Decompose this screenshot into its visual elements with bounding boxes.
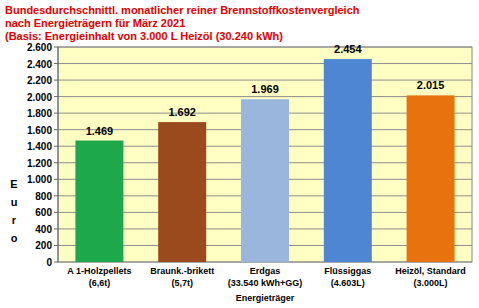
grid-line — [58, 63, 472, 64]
data-label: 1.969 — [251, 83, 279, 95]
tick-mark — [54, 162, 58, 163]
tick-label: 1.000 — [27, 174, 52, 185]
plot-area — [58, 47, 472, 262]
tick-mark — [54, 47, 58, 48]
tick-label: 1.600 — [27, 125, 52, 136]
data-label: 1.469 — [86, 125, 114, 137]
category-label: Flüssiggas(4.603L) — [324, 266, 371, 288]
bars — [75, 59, 454, 262]
x-axis-label: Energieträger — [236, 293, 295, 303]
tick-label: 400 — [35, 224, 52, 235]
tick-label: 2.400 — [27, 59, 52, 70]
y-axis-label: Euro — [10, 178, 17, 244]
tick-label: 800 — [35, 191, 52, 202]
category-label: Heizöl, Standard(3.000L) — [395, 266, 466, 288]
tick-label: 200 — [35, 240, 52, 251]
grid-line — [58, 47, 472, 48]
tick-label: 1.400 — [27, 141, 52, 152]
tick-mark — [54, 212, 58, 213]
tick-mark — [54, 129, 58, 130]
tick-mark — [54, 228, 58, 229]
data-label: 2.015 — [417, 79, 445, 91]
tick-mark — [54, 245, 58, 246]
category-label: A 1-Holzpellets(6,6t) — [67, 266, 131, 288]
chart-svg: Bundesdurchschnittl. monatlicher reiner … — [0, 0, 479, 308]
bar — [407, 95, 455, 262]
y-axis — [58, 47, 59, 262]
bar — [324, 59, 372, 262]
tick-mark — [54, 146, 58, 147]
tick-mark — [54, 262, 58, 263]
data-label: 1.692 — [168, 106, 196, 118]
tick-label: 2.200 — [27, 75, 52, 86]
bar — [75, 141, 123, 262]
tick-label: 2.000 — [27, 92, 52, 103]
tick-label: 0 — [46, 257, 52, 268]
category-label: Erdgas(33.540 kWh+GG) — [228, 266, 302, 288]
tick-mark — [54, 63, 58, 64]
tick-mark — [54, 96, 58, 97]
bar — [158, 122, 206, 262]
tick-mark — [54, 80, 58, 81]
data-label: 2.454 — [334, 43, 362, 55]
tick-label: 2.600 — [27, 42, 52, 53]
tick-mark — [54, 195, 58, 196]
subtitle: (Basis: Energieinhalt von 3.000 L Heizöl… — [5, 30, 283, 42]
tick-label: 1.200 — [27, 158, 52, 169]
title: Bundesdurchschnittl. monatlicher reiner … — [5, 4, 360, 29]
tick-label: 1.800 — [27, 108, 52, 119]
bar — [241, 99, 289, 262]
tick-mark — [54, 179, 58, 180]
tick-mark — [54, 113, 58, 114]
chart-container: Bundesdurchschnittl. monatlicher reiner … — [0, 0, 479, 308]
category-label: Braunk.-brikett(5,7t) — [150, 266, 214, 288]
tick-label: 600 — [35, 207, 52, 218]
grid-line — [58, 80, 472, 81]
